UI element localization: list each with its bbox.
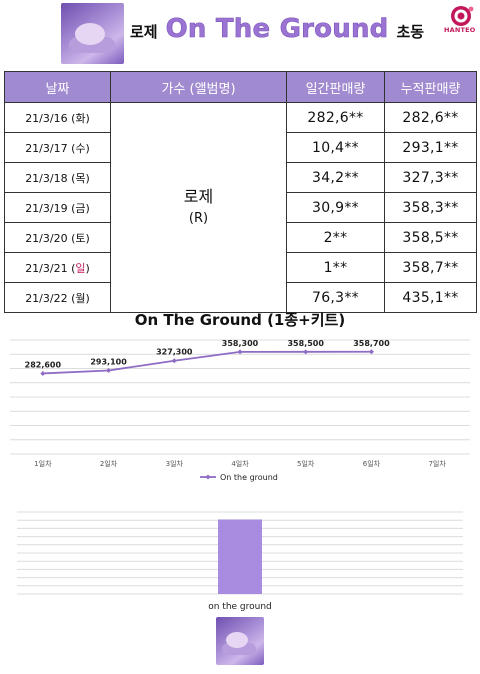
table-header-row: 날짜 가수 (앨범명) 일간판매량 누적판매량	[4, 71, 477, 103]
table-row: 21/3/19 (금) 30,9** 358,3**	[4, 192, 477, 223]
page-title: 로제 On The Ground 초동	[130, 14, 424, 54]
total-sales-cell: 293,1**	[384, 132, 477, 163]
data-point	[106, 367, 112, 373]
album-cover-thumbnail-bottom	[216, 617, 264, 665]
date-text-suffix: )	[85, 141, 90, 155]
data-label: 358,300	[222, 339, 259, 348]
total-sales-cell: 358,5**	[384, 222, 477, 253]
x-tick-label: 1일차	[34, 459, 52, 468]
date-cell: 21/3/20 (토)	[4, 222, 111, 253]
weekday-text: 금	[75, 201, 86, 215]
date-text-suffix: )	[85, 201, 90, 215]
data-label: 327,300	[156, 348, 193, 357]
album-cover-art-face	[226, 632, 248, 648]
legend-marker-icon	[205, 474, 211, 480]
data-label: 293,100	[90, 357, 127, 366]
x-tick-label: 3일차	[166, 459, 184, 468]
table-body: 21/3/16 (화) 로제 (R) 282,6** 282,6** 21/3/17 (수…	[4, 102, 477, 313]
daily-sales-cell: 76,3**	[286, 282, 385, 313]
data-label: 282,600	[25, 360, 62, 369]
header-date: 날짜	[4, 71, 111, 103]
date-text: 21/3/19 (	[25, 201, 76, 215]
album-cover-thumbnail	[61, 3, 124, 64]
date-text: 21/3/17 (	[25, 141, 76, 155]
date-text-suffix: )	[85, 261, 90, 275]
table-row: 21/3/21 (일) 1** 358,7**	[4, 252, 477, 283]
total-sales-cell: 358,3**	[384, 192, 477, 223]
x-tick-label: 6일차	[363, 459, 381, 468]
date-text-suffix: )	[85, 111, 90, 125]
hanteo-logo: HANTEO	[444, 4, 476, 42]
date-text-suffix: )	[85, 291, 90, 305]
date-text-suffix: )	[85, 171, 90, 185]
total-sales-cell: 327,3**	[384, 162, 477, 193]
date-cell: 21/3/18 (목)	[4, 162, 111, 193]
header-artist: 가수 (앨범명)	[110, 71, 287, 103]
table-row: 21/3/22 (월) 76,3** 435,1**	[4, 282, 477, 313]
date-text: 21/3/20 (	[25, 231, 76, 245]
title-suffix: 초동	[396, 23, 425, 41]
table-row: 21/3/16 (화) 로제 (R) 282,6** 282,6**	[4, 102, 477, 313]
bar-category-label: on the ground	[208, 602, 272, 612]
date-cell: 21/3/16 (화)	[4, 102, 111, 133]
album-name: (R)	[188, 210, 209, 226]
hanteo-logo-icon	[451, 6, 474, 26]
legend-label: On the ground	[220, 473, 278, 482]
weekday-text: 수	[75, 141, 86, 155]
title-album: On The Ground	[165, 14, 389, 45]
data-label: 358,700	[353, 339, 390, 348]
data-label: 358,500	[287, 339, 324, 348]
x-tick-label: 5일차	[297, 459, 315, 468]
daily-sales-cell: 10,4**	[286, 132, 385, 163]
x-tick-label: 4일차	[231, 459, 249, 468]
header-daily-sales: 일간판매량	[286, 71, 385, 103]
hanteo-logo-text: HANTEO	[444, 26, 476, 34]
sales-table: 날짜 가수 (앨범명) 일간판매량 누적판매량 21/3/16 (화) 로제 (R)…	[4, 71, 477, 313]
artist-name: 로제	[183, 186, 214, 206]
line-chart-title: On The Ground (1종+키트)	[134, 311, 346, 329]
date-cell: 21/3/21 (일)	[4, 252, 111, 283]
artist-cell: 로제 (R)	[110, 102, 287, 313]
line-chart: 1일차 2일차 3일차 4일차 5일차 6일차 7일차 282,600 293,100 327,3…	[10, 339, 470, 482]
weekday-text: 일	[75, 261, 86, 275]
total-sales-cell: 435,1**	[384, 282, 477, 313]
date-text: 21/3/22 (	[25, 291, 76, 305]
header-total-sales: 누적판매량	[384, 71, 477, 103]
data-point	[368, 349, 374, 355]
date-cell: 21/3/19 (금)	[4, 192, 111, 223]
series-line	[42, 350, 372, 375]
daily-sales-cell: 1**	[286, 252, 385, 283]
date-text: 21/3/18 (	[25, 171, 76, 185]
daily-sales-cell: 34,2**	[286, 162, 385, 193]
bar	[218, 519, 262, 594]
title-artist: 로제	[130, 23, 158, 41]
weekday-text: 토	[75, 231, 86, 245]
x-tick-label: 7일차	[428, 459, 446, 468]
album-cover-art-face	[75, 23, 105, 45]
total-sales-cell: 358,7**	[384, 252, 477, 283]
weekday-text: 월	[75, 291, 86, 305]
date-text: 21/3/21 (	[25, 261, 76, 275]
daily-sales-cell: 2**	[286, 222, 385, 253]
weekday-text: 화	[75, 111, 86, 125]
date-cell: 21/3/22 (월)	[4, 282, 111, 313]
weekday-text: 목	[75, 171, 86, 185]
date-text: 21/3/16 (	[25, 111, 76, 125]
total-sales-cell: 282,6**	[384, 102, 477, 133]
daily-sales-cell: 282,6**	[286, 102, 385, 133]
bar-chart: on the ground	[17, 511, 463, 612]
data-point	[237, 349, 243, 355]
x-tick-label: 2일차	[100, 459, 118, 468]
date-cell: 21/3/17 (수)	[4, 132, 111, 163]
data-point	[40, 370, 46, 376]
date-text-suffix: )	[85, 231, 90, 245]
daily-sales-cell: 30,9**	[286, 192, 385, 223]
data-point	[303, 349, 309, 355]
data-point	[171, 358, 177, 364]
